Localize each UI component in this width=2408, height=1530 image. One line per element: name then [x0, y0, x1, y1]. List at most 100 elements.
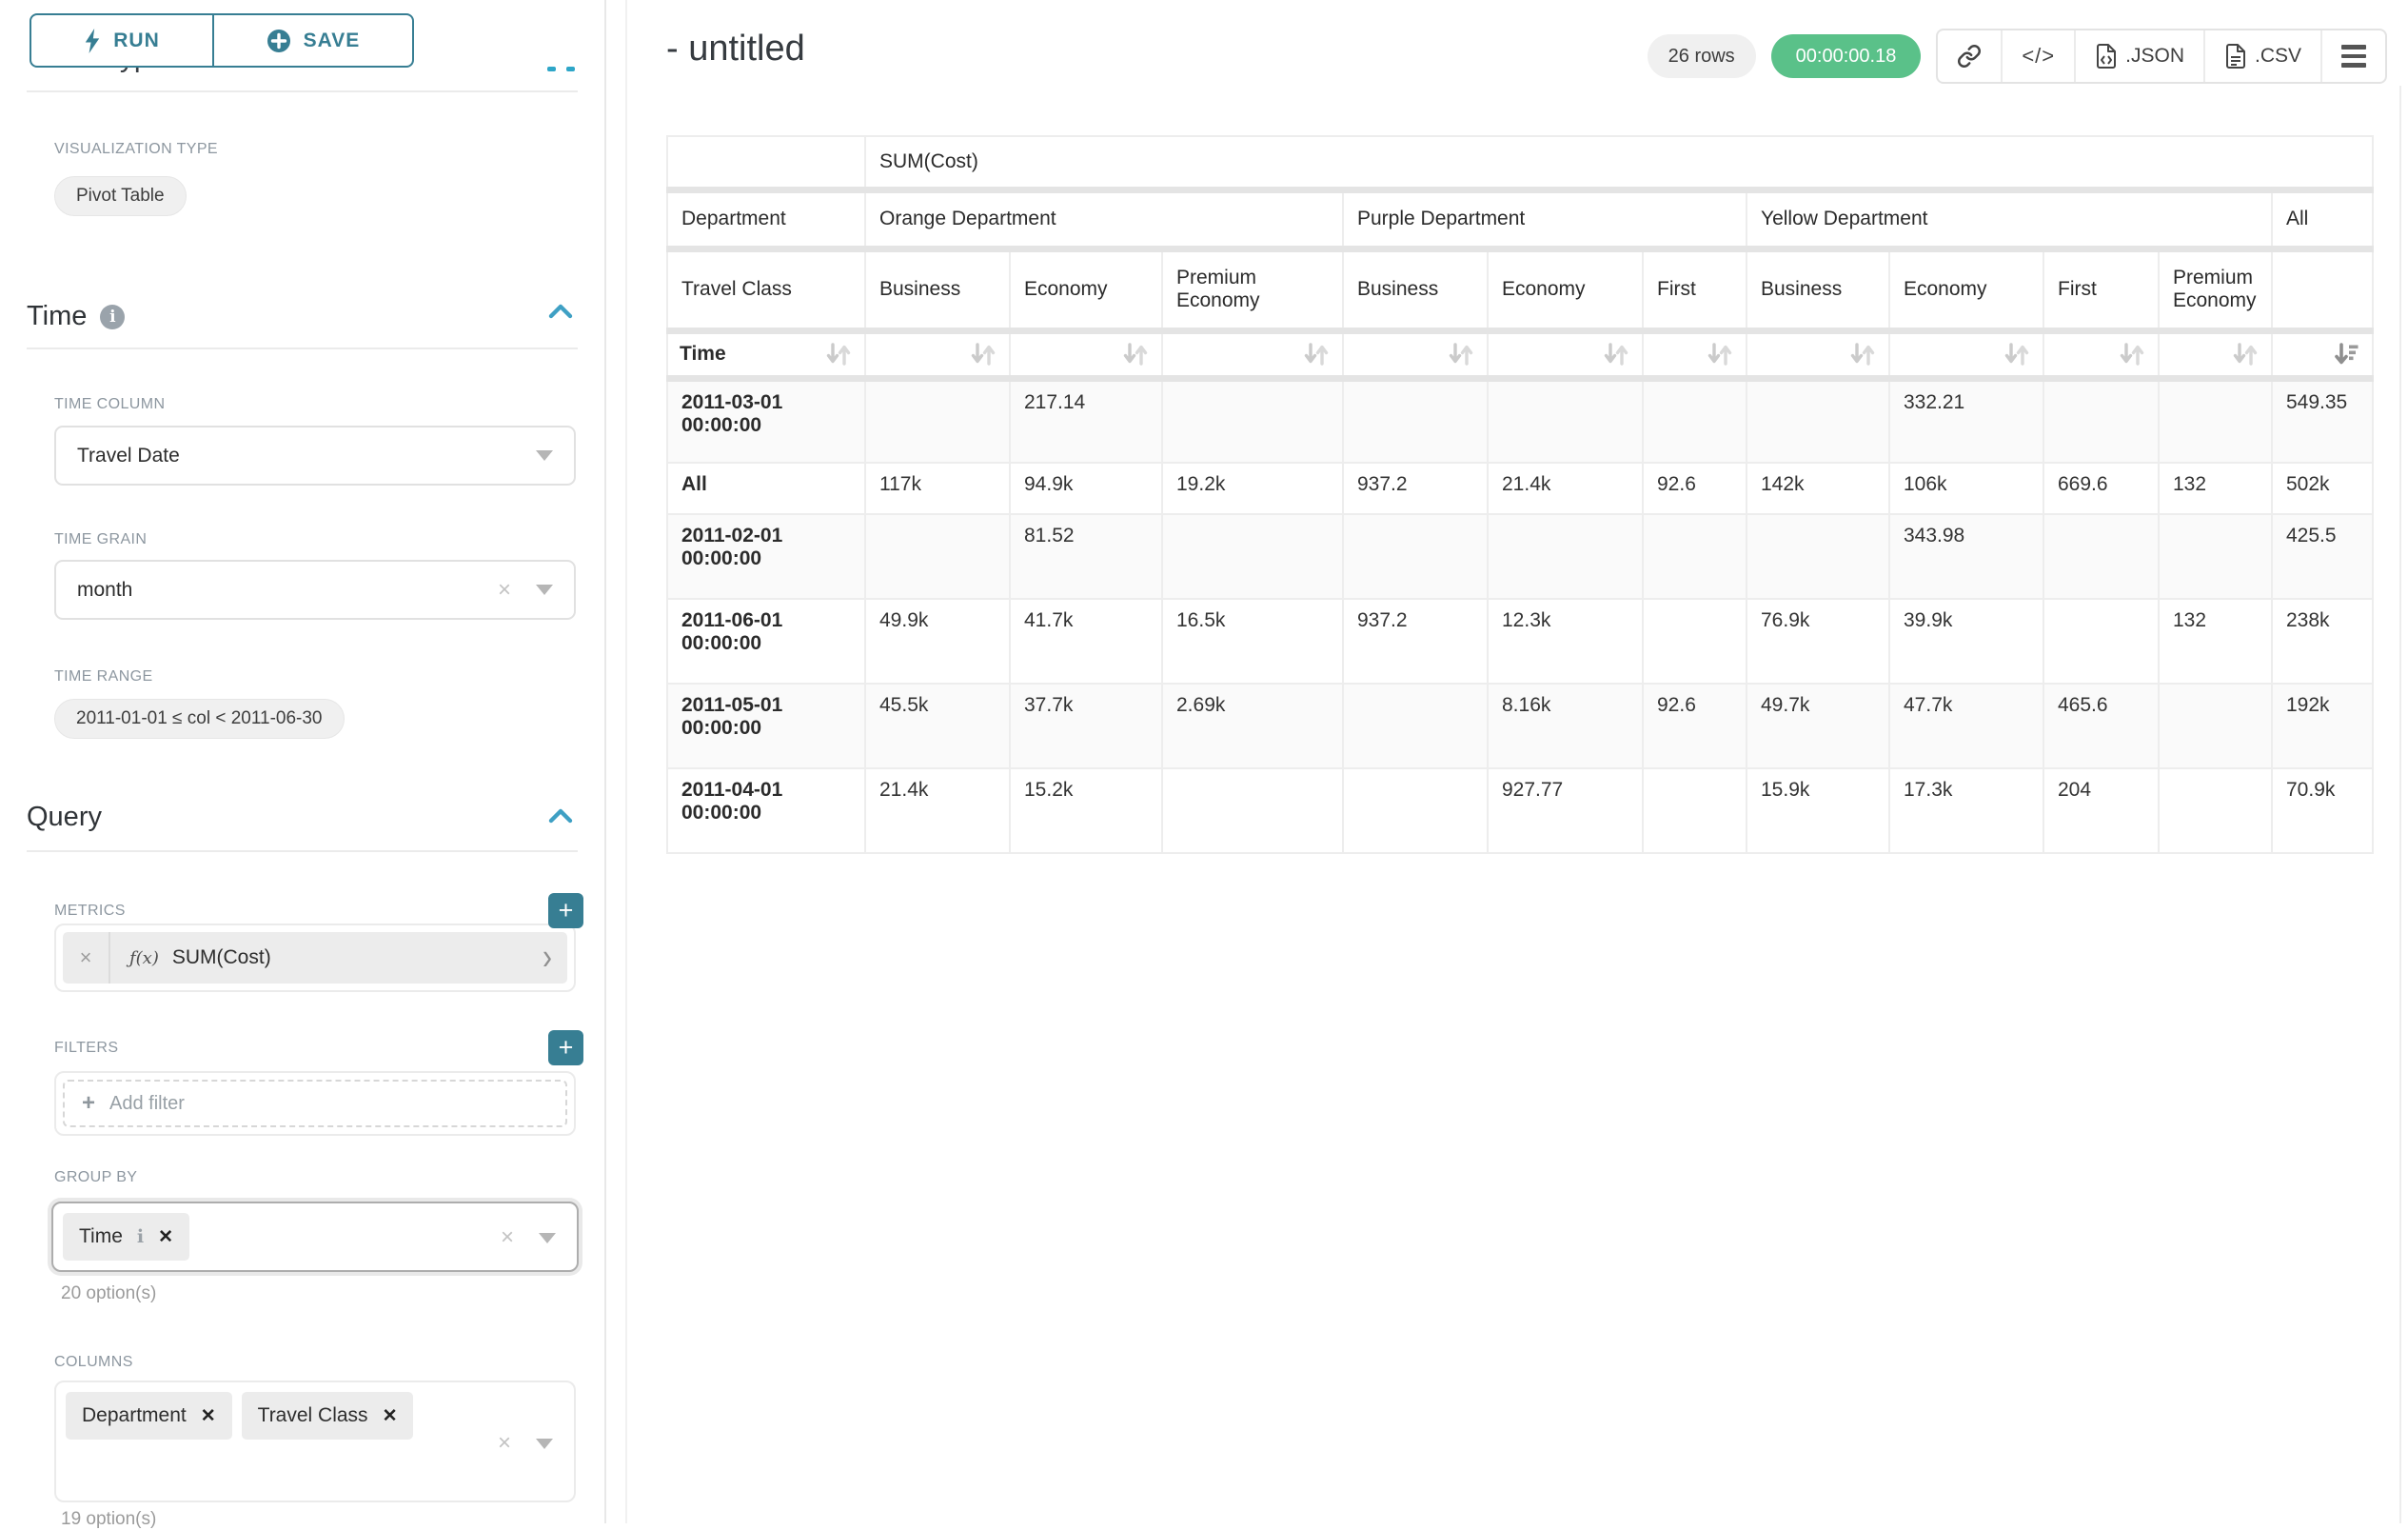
metric-value-cell — [2158, 683, 2273, 769]
copy-link-button[interactable] — [1938, 30, 2001, 82]
time-column-value: Travel Date — [77, 444, 180, 467]
code-icon: </> — [2022, 44, 2056, 68]
sort-header-cell[interactable] — [2158, 329, 2273, 382]
chevron-down-icon[interactable] — [539, 1232, 556, 1243]
chevron-down-icon[interactable] — [536, 1438, 553, 1449]
metric-value-cell: 81.52 — [1009, 513, 1163, 600]
sort-toggle-icon[interactable] — [2231, 340, 2260, 368]
link-icon — [1958, 45, 1982, 68]
sort-toggle-icon[interactable] — [1447, 340, 1475, 368]
metric-value-cell — [1642, 377, 1747, 464]
sort-header-cell[interactable] — [2043, 329, 2160, 382]
columns-tag[interactable]: Travel Class ✕ — [241, 1392, 414, 1440]
group-by-tag[interactable]: Time i ✕ — [63, 1213, 190, 1261]
sort-header-cell[interactable] — [1487, 329, 1644, 382]
time-row-header[interactable]: Time — [666, 329, 866, 382]
collapse-query-section-chevron-icon[interactable] — [548, 807, 573, 825]
sort-header-cell[interactable] — [1746, 329, 1890, 382]
sort-toggle-icon[interactable] — [1302, 340, 1331, 368]
chevron-down-icon[interactable] — [536, 450, 553, 461]
time-grain-select[interactable]: month × — [54, 560, 576, 620]
clear-icon[interactable]: × — [500, 1224, 514, 1250]
sort-header-cell[interactable] — [1342, 329, 1489, 382]
sort-header-cell[interactable] — [1642, 329, 1747, 382]
add-metric-button[interactable]: + — [548, 893, 583, 928]
add-filter-button[interactable]: + Add filter — [63, 1080, 567, 1127]
run-button[interactable]: RUN — [30, 13, 214, 68]
add-filter-plus-button[interactable]: + — [548, 1030, 583, 1065]
remove-metric-icon[interactable]: × — [63, 932, 110, 984]
remove-tag-icon[interactable]: ✕ — [158, 1226, 174, 1247]
info-icon[interactable]: i — [100, 304, 126, 329]
department-header-cell: Purple Department — [1342, 189, 1747, 252]
remove-tag-icon[interactable]: ✕ — [200, 1405, 216, 1426]
metric-value-cell: 16.5k — [1161, 598, 1344, 685]
sort-toggle-icon[interactable] — [824, 340, 853, 368]
metric-value-cell: 204 — [2043, 767, 2160, 854]
metric-value-cell — [2158, 377, 2273, 464]
visualization-type-pill[interactable]: Pivot Table — [54, 176, 187, 216]
save-button[interactable]: SAVE — [212, 13, 414, 68]
sort-toggle-icon[interactable] — [2003, 340, 2031, 368]
panel-gutter[interactable] — [625, 0, 627, 1523]
metric-pill[interactable]: × ƒ(x) SUM(Cost) › — [63, 932, 567, 984]
time-range-pill[interactable]: 2011-01-01 ≤ col < 2011-06-30 — [54, 699, 345, 739]
pivot-table-container: SUM(Cost) Department Orange Department Purp… — [666, 135, 2374, 854]
time-value-cell: 2011-02-01 00:00:00 — [666, 513, 866, 600]
info-icon[interactable]: i — [136, 1226, 145, 1247]
time-column-select[interactable]: Travel Date — [54, 426, 576, 486]
sort-toggle-icon[interactable] — [1121, 340, 1150, 368]
metric-value-cell: 12.3k — [1487, 598, 1644, 685]
columns-label: COLUMNS — [54, 1354, 133, 1370]
metric-value-cell — [1161, 377, 1344, 464]
travel-class-header-cell: Premium Economy — [1161, 248, 1344, 334]
sort-toggle-icon[interactable] — [1706, 340, 1734, 368]
export-csv-button[interactable]: .CSV — [2202, 30, 2320, 82]
time-value-cell: 2011-05-01 00:00:00 — [666, 683, 866, 769]
sort-header-cell[interactable] — [2271, 329, 2374, 382]
sort-toggle-icon[interactable] — [1848, 340, 1877, 368]
travel-class-header-cell: Economy — [1888, 248, 2044, 334]
metric-value-cell: 937.2 — [1342, 598, 1489, 685]
clear-icon[interactable]: × — [497, 1430, 511, 1456]
plus-circle-icon — [266, 29, 290, 52]
metric-value-cell: 8.16k — [1487, 683, 1644, 769]
scrollbar-track[interactable] — [2399, 86, 2401, 1523]
chart-title[interactable]: - untitled — [666, 29, 805, 69]
chevron-right-icon[interactable]: › — [543, 936, 552, 978]
pivot-table: SUM(Cost) Department Orange Department Purp… — [666, 135, 2374, 854]
columns-select[interactable]: Department ✕ Travel Class ✕ × — [54, 1381, 576, 1502]
view-query-button[interactable]: </> — [2001, 30, 2074, 82]
json-file-icon — [2097, 44, 2117, 69]
sort-toggle-icon[interactable] — [1602, 340, 1630, 368]
metric-value-cell — [1161, 513, 1344, 600]
sort-header-cell[interactable] — [1009, 329, 1163, 382]
sort-header-cell[interactable] — [864, 329, 1011, 382]
travel-class-header-cell: Premium Economy — [2158, 248, 2273, 334]
sort-descending-active-icon[interactable] — [2332, 340, 2360, 368]
pivot-corner-cell — [666, 135, 866, 193]
travel-class-header-cell: Economy — [1487, 248, 1644, 334]
clear-icon[interactable]: × — [497, 576, 511, 603]
metric-value-cell: 217.14 — [1009, 377, 1163, 464]
sort-toggle-icon[interactable] — [2118, 340, 2146, 368]
time-value-cell: 2011-06-01 00:00:00 — [666, 598, 866, 685]
collapse-time-section-chevron-icon[interactable] — [548, 303, 573, 320]
remove-tag-icon[interactable]: ✕ — [382, 1405, 398, 1426]
sort-header-cell[interactable] — [1161, 329, 1344, 382]
chevron-down-icon[interactable] — [536, 585, 553, 595]
group-by-select[interactable]: Time i ✕ × — [51, 1202, 579, 1272]
sort-toggle-icon[interactable] — [969, 340, 997, 368]
metric-value-cell: 425.5 — [2271, 513, 2374, 600]
export-json-button[interactable]: .JSON — [2074, 30, 2203, 82]
columns-tag[interactable]: Department ✕ — [66, 1392, 232, 1440]
department-header-cell: Yellow Department — [1746, 189, 2273, 252]
sort-header-cell[interactable] — [1888, 329, 2044, 382]
metric-value-cell: 192k — [2271, 683, 2374, 769]
metric-value-cell: 142k — [1746, 462, 1890, 515]
more-options-button[interactable] — [2320, 30, 2385, 82]
metric-value-cell: 41.7k — [1009, 598, 1163, 685]
pivot-data-row: 2011-03-01 00:00:00 217.14 332.21 549.35 — [666, 377, 2374, 464]
metric-value-cell: 70.9k — [2271, 767, 2374, 854]
metric-value-cell: 927.77 — [1487, 767, 1644, 854]
